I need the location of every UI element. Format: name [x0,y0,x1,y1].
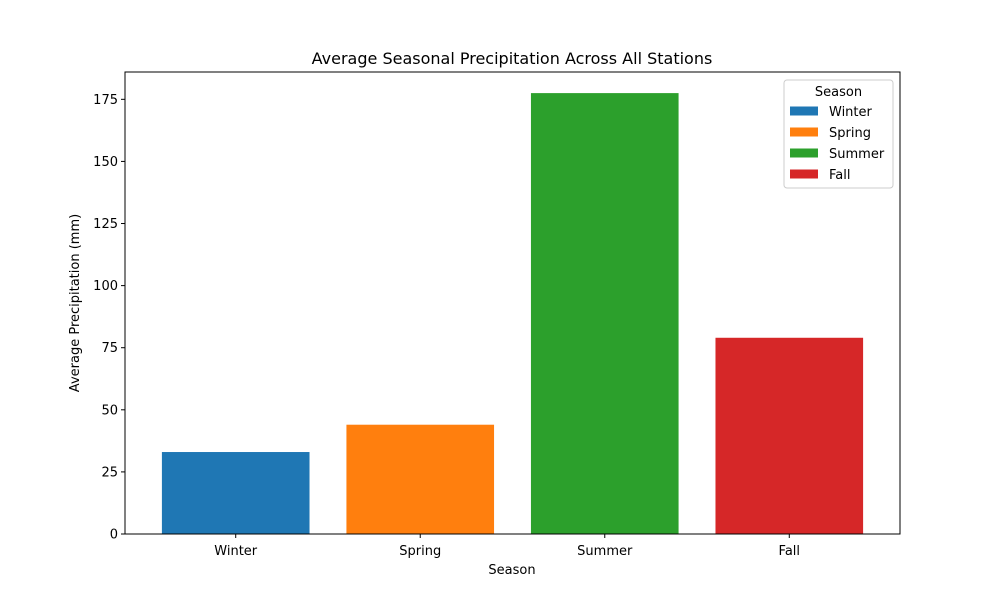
y-tick-label: 75 [101,341,118,356]
legend-label-spring: Spring [829,126,871,141]
y-tick-label: 50 [101,403,118,418]
plot-frame [124,71,901,535]
legend-swatch-summer [790,148,818,158]
y-tick-label: 125 [93,217,118,232]
chart-title: Average Seasonal Precipitation Across Al… [312,49,713,68]
y-tick-label: 25 [101,465,118,480]
x-axis-label: Season [488,563,535,578]
legend-entries: Winter Spring Summer Fall [790,105,885,183]
y-tick-label: 175 [93,93,118,108]
bars-group [161,93,864,535]
legend-label-winter: Winter [829,105,873,120]
y-tick-label: 0 [110,528,118,543]
bar-winter [161,452,310,534]
x-tick-label-fall: Fall [779,544,800,559]
legend-label-summer: Summer [829,147,885,162]
bar-summer [530,93,679,535]
legend-swatch-fall [790,169,818,179]
x-tick-label-summer: Summer [577,544,633,559]
y-tick-label: 150 [93,155,118,170]
legend-swatch-spring [790,127,818,137]
x-tick-label-winter: Winter [214,544,258,559]
bar-fall [715,337,864,534]
legend-swatch-winter [790,106,818,116]
y-tick-label: 100 [93,279,118,294]
bar-spring [346,424,495,534]
y-ticks-group: 0 25 50 75 100 125 150 175 [93,93,125,543]
x-tick-label-spring: Spring [399,544,441,559]
legend-label-fall: Fall [829,168,850,183]
y-axis-label: Average Precipitation (mm) [68,214,83,392]
x-ticks-group: Winter Spring Summer Fall [214,534,800,559]
legend-title: Season [815,85,862,100]
legend: Season Winter Spring Summer Fall [783,79,894,189]
